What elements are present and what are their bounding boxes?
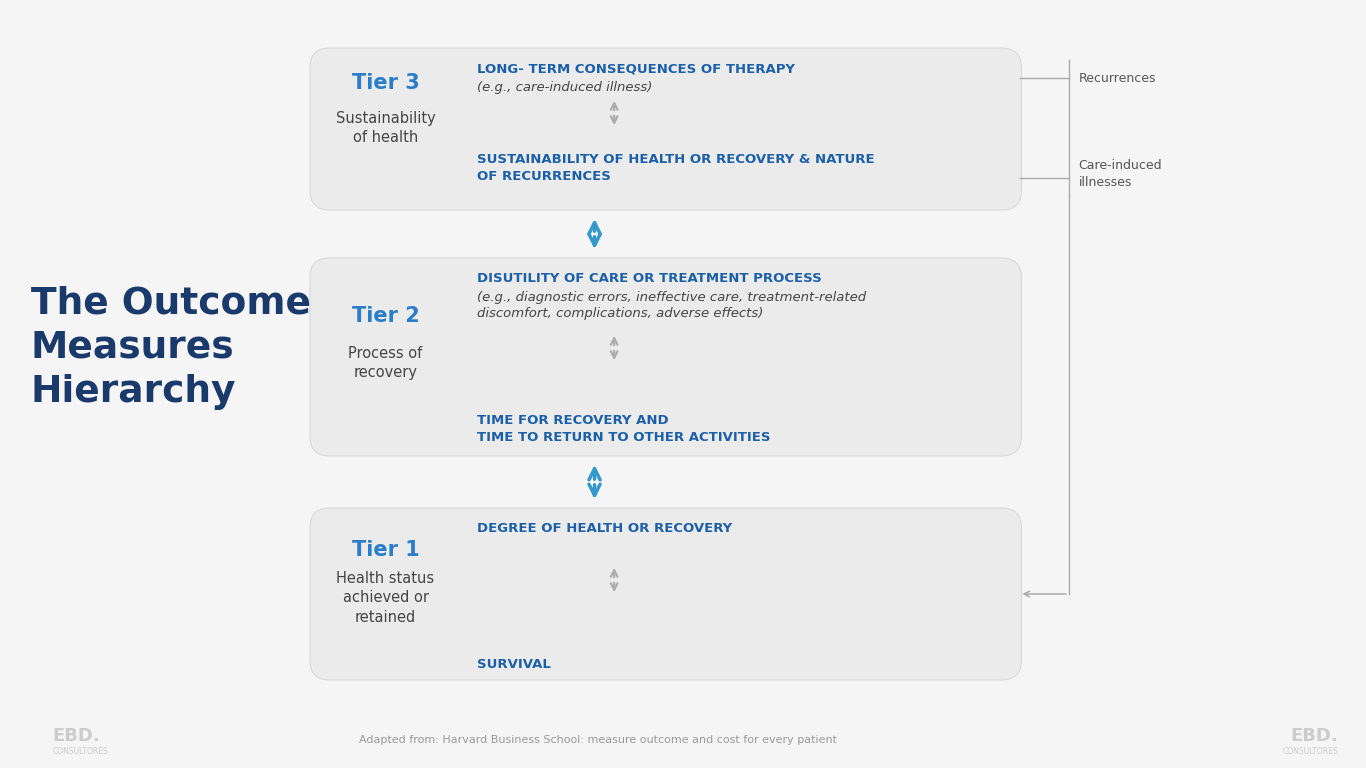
Text: (e.g., care-induced illness): (e.g., care-induced illness) [477, 81, 652, 94]
Text: TIME FOR RECOVERY AND
TIME TO RETURN TO OTHER ACTIVITIES: TIME FOR RECOVERY AND TIME TO RETURN TO … [477, 414, 770, 444]
Text: EBD.: EBD. [53, 727, 101, 745]
Text: EBD.: EBD. [1291, 727, 1339, 745]
Text: Tier 1: Tier 1 [351, 540, 419, 560]
Text: Adapted from: Harvard Business School: measure outcome and cost for every patien: Adapted from: Harvard Business School: m… [359, 735, 837, 745]
FancyBboxPatch shape [310, 48, 1022, 210]
Text: CONSULTORES: CONSULTORES [1283, 746, 1339, 756]
Text: Process of
recovery: Process of recovery [348, 346, 422, 380]
FancyBboxPatch shape [310, 508, 1022, 680]
Text: SUSTAINABILITY OF HEALTH OR RECOVERY & NATURE
OF RECURRENCES: SUSTAINABILITY OF HEALTH OR RECOVERY & N… [477, 153, 874, 183]
Text: Care-induced
illnesses: Care-induced illnesses [1078, 159, 1162, 189]
Text: CONSULTORES: CONSULTORES [53, 746, 108, 756]
Text: DISUTILITY OF CARE OR TREATMENT PROCESS: DISUTILITY OF CARE OR TREATMENT PROCESS [477, 272, 821, 285]
Text: Tier 2: Tier 2 [351, 306, 419, 326]
Text: SURVIVAL: SURVIVAL [477, 658, 550, 671]
Text: LONG- TERM CONSEQUENCES OF THERAPY: LONG- TERM CONSEQUENCES OF THERAPY [477, 62, 795, 75]
Text: Tier 3: Tier 3 [351, 73, 419, 93]
Text: Health status
achieved or
retained: Health status achieved or retained [336, 571, 434, 625]
FancyBboxPatch shape [310, 258, 1022, 456]
Text: (e.g., diagnostic errors, ineffective care, treatment-related
discomfort, compli: (e.g., diagnostic errors, ineffective ca… [477, 291, 866, 320]
Text: The Outcome
Measures
Hierarchy: The Outcome Measures Hierarchy [30, 286, 310, 410]
Text: Recurrences: Recurrences [1078, 71, 1156, 84]
Text: Sustainability
of health: Sustainability of health [336, 111, 436, 145]
Text: DEGREE OF HEALTH OR RECOVERY: DEGREE OF HEALTH OR RECOVERY [477, 522, 732, 535]
